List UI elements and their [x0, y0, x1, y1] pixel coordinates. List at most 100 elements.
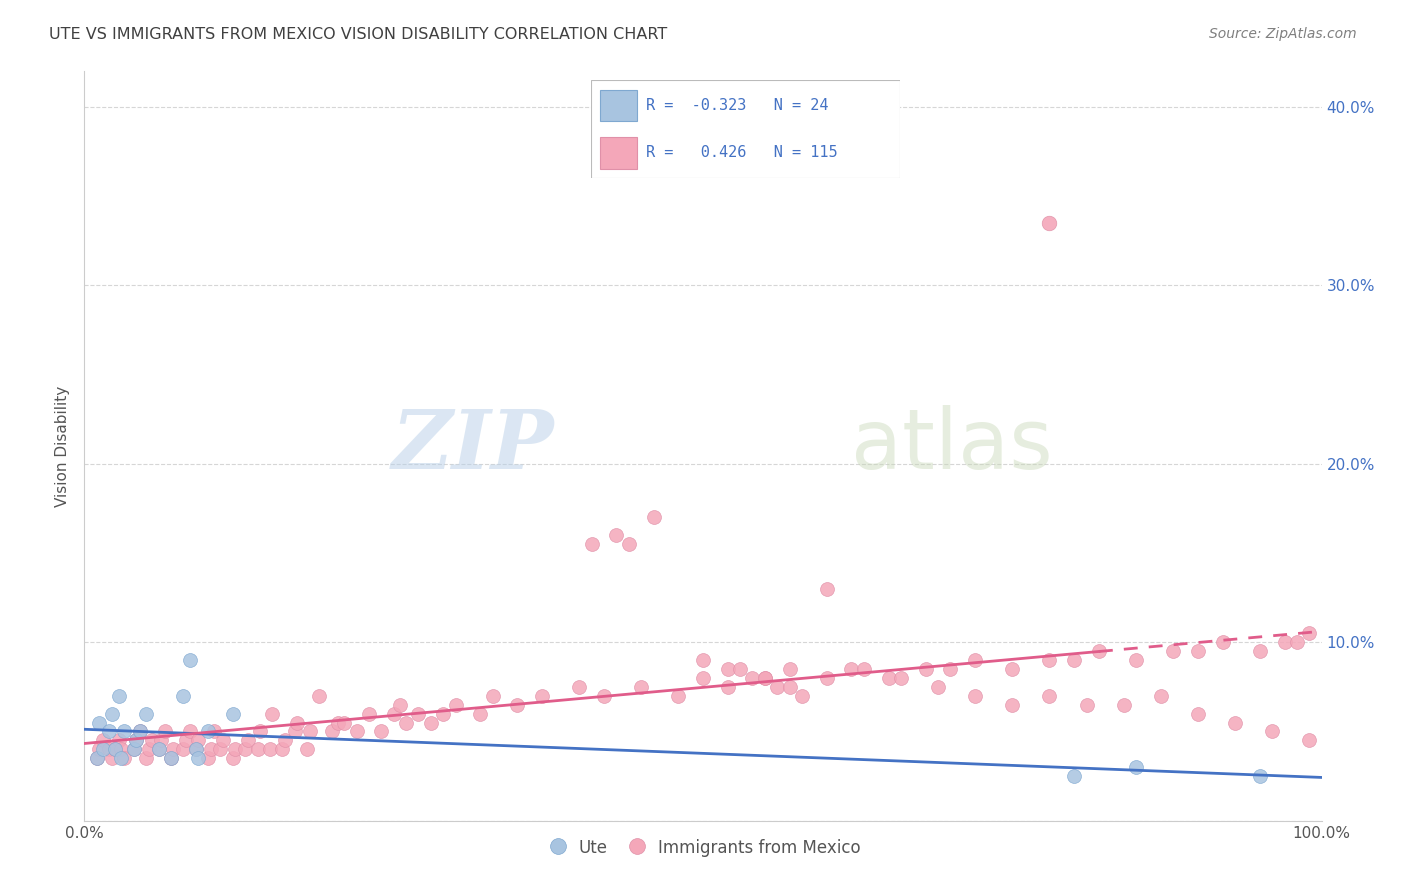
Point: [89, 742, 111, 756]
Point: [129, 724, 152, 739]
Point: [212, 733, 235, 747]
Point: [259, 742, 281, 756]
Point: [1001, 662, 1024, 676]
Point: [98, 742, 121, 756]
Point: [184, 742, 207, 756]
Point: [481, 689, 503, 703]
Point: [91, 733, 114, 747]
Point: [209, 742, 232, 756]
Point: [408, 706, 430, 721]
Point: [125, 733, 148, 747]
Point: [779, 680, 801, 694]
Point: [346, 724, 368, 739]
Text: ZIP: ZIP: [392, 406, 554, 486]
Point: [326, 715, 349, 730]
Text: R =   0.426   N = 115: R = 0.426 N = 115: [647, 145, 838, 161]
Point: [1298, 626, 1320, 640]
Point: [1161, 644, 1184, 658]
Point: [104, 742, 127, 756]
Point: [388, 698, 411, 712]
Point: [815, 671, 838, 685]
Point: [754, 671, 776, 685]
Point: [187, 733, 209, 747]
Point: [890, 671, 912, 685]
Point: [1076, 698, 1098, 712]
Point: [172, 742, 194, 756]
Point: [717, 680, 740, 694]
Point: [160, 751, 183, 765]
Point: [395, 715, 418, 730]
Point: [200, 742, 222, 756]
Point: [104, 742, 127, 756]
Point: [333, 715, 356, 730]
Point: [122, 742, 145, 756]
Point: [284, 724, 307, 739]
Point: [141, 733, 163, 747]
Point: [617, 537, 640, 551]
Point: [148, 742, 170, 756]
Point: [779, 662, 801, 676]
Point: [841, 662, 863, 676]
Point: [271, 742, 294, 756]
Point: [643, 510, 665, 524]
Point: [197, 751, 219, 765]
Point: [122, 742, 145, 756]
Point: [135, 706, 157, 721]
Point: [1249, 644, 1271, 658]
Y-axis label: Vision Disability: Vision Disability: [55, 385, 70, 507]
Point: [1038, 216, 1060, 230]
Point: [1212, 635, 1234, 649]
Point: [222, 706, 245, 721]
Point: [179, 653, 201, 667]
FancyBboxPatch shape: [600, 137, 637, 169]
Point: [91, 742, 114, 756]
Point: [766, 680, 789, 694]
Point: [754, 671, 776, 685]
Point: [110, 751, 132, 765]
Point: [135, 751, 157, 765]
Point: [108, 689, 131, 703]
Point: [815, 582, 838, 596]
Point: [605, 528, 627, 542]
Point: [112, 751, 135, 765]
Point: [224, 742, 246, 756]
Point: [1125, 760, 1147, 774]
Point: [357, 706, 380, 721]
Point: [1088, 644, 1111, 658]
Text: R =  -0.323   N = 24: R = -0.323 N = 24: [647, 98, 828, 113]
Point: [129, 724, 152, 739]
Point: [877, 671, 900, 685]
Point: [717, 662, 740, 676]
Point: [295, 742, 318, 756]
Point: [1261, 724, 1284, 739]
FancyBboxPatch shape: [600, 90, 637, 121]
Point: [100, 751, 122, 765]
Point: [1223, 715, 1246, 730]
Point: [1187, 706, 1209, 721]
Point: [246, 742, 269, 756]
Point: [162, 742, 184, 756]
Point: [692, 653, 714, 667]
Text: Source: ZipAtlas.com: Source: ZipAtlas.com: [1209, 27, 1357, 41]
Point: [568, 680, 591, 694]
Point: [666, 689, 689, 703]
Point: [112, 724, 135, 739]
Point: [249, 724, 271, 739]
Point: [86, 751, 108, 765]
Point: [1285, 635, 1308, 649]
Point: [160, 751, 183, 765]
Point: [939, 662, 962, 676]
Point: [1063, 769, 1085, 783]
Point: [138, 742, 160, 756]
Point: [1298, 733, 1320, 747]
Point: [321, 724, 343, 739]
FancyBboxPatch shape: [591, 80, 900, 178]
Point: [1112, 698, 1135, 712]
Point: [927, 680, 949, 694]
Point: [262, 706, 284, 721]
Point: [630, 680, 652, 694]
Point: [179, 724, 201, 739]
Point: [965, 653, 987, 667]
Point: [308, 689, 330, 703]
Point: [197, 724, 219, 739]
